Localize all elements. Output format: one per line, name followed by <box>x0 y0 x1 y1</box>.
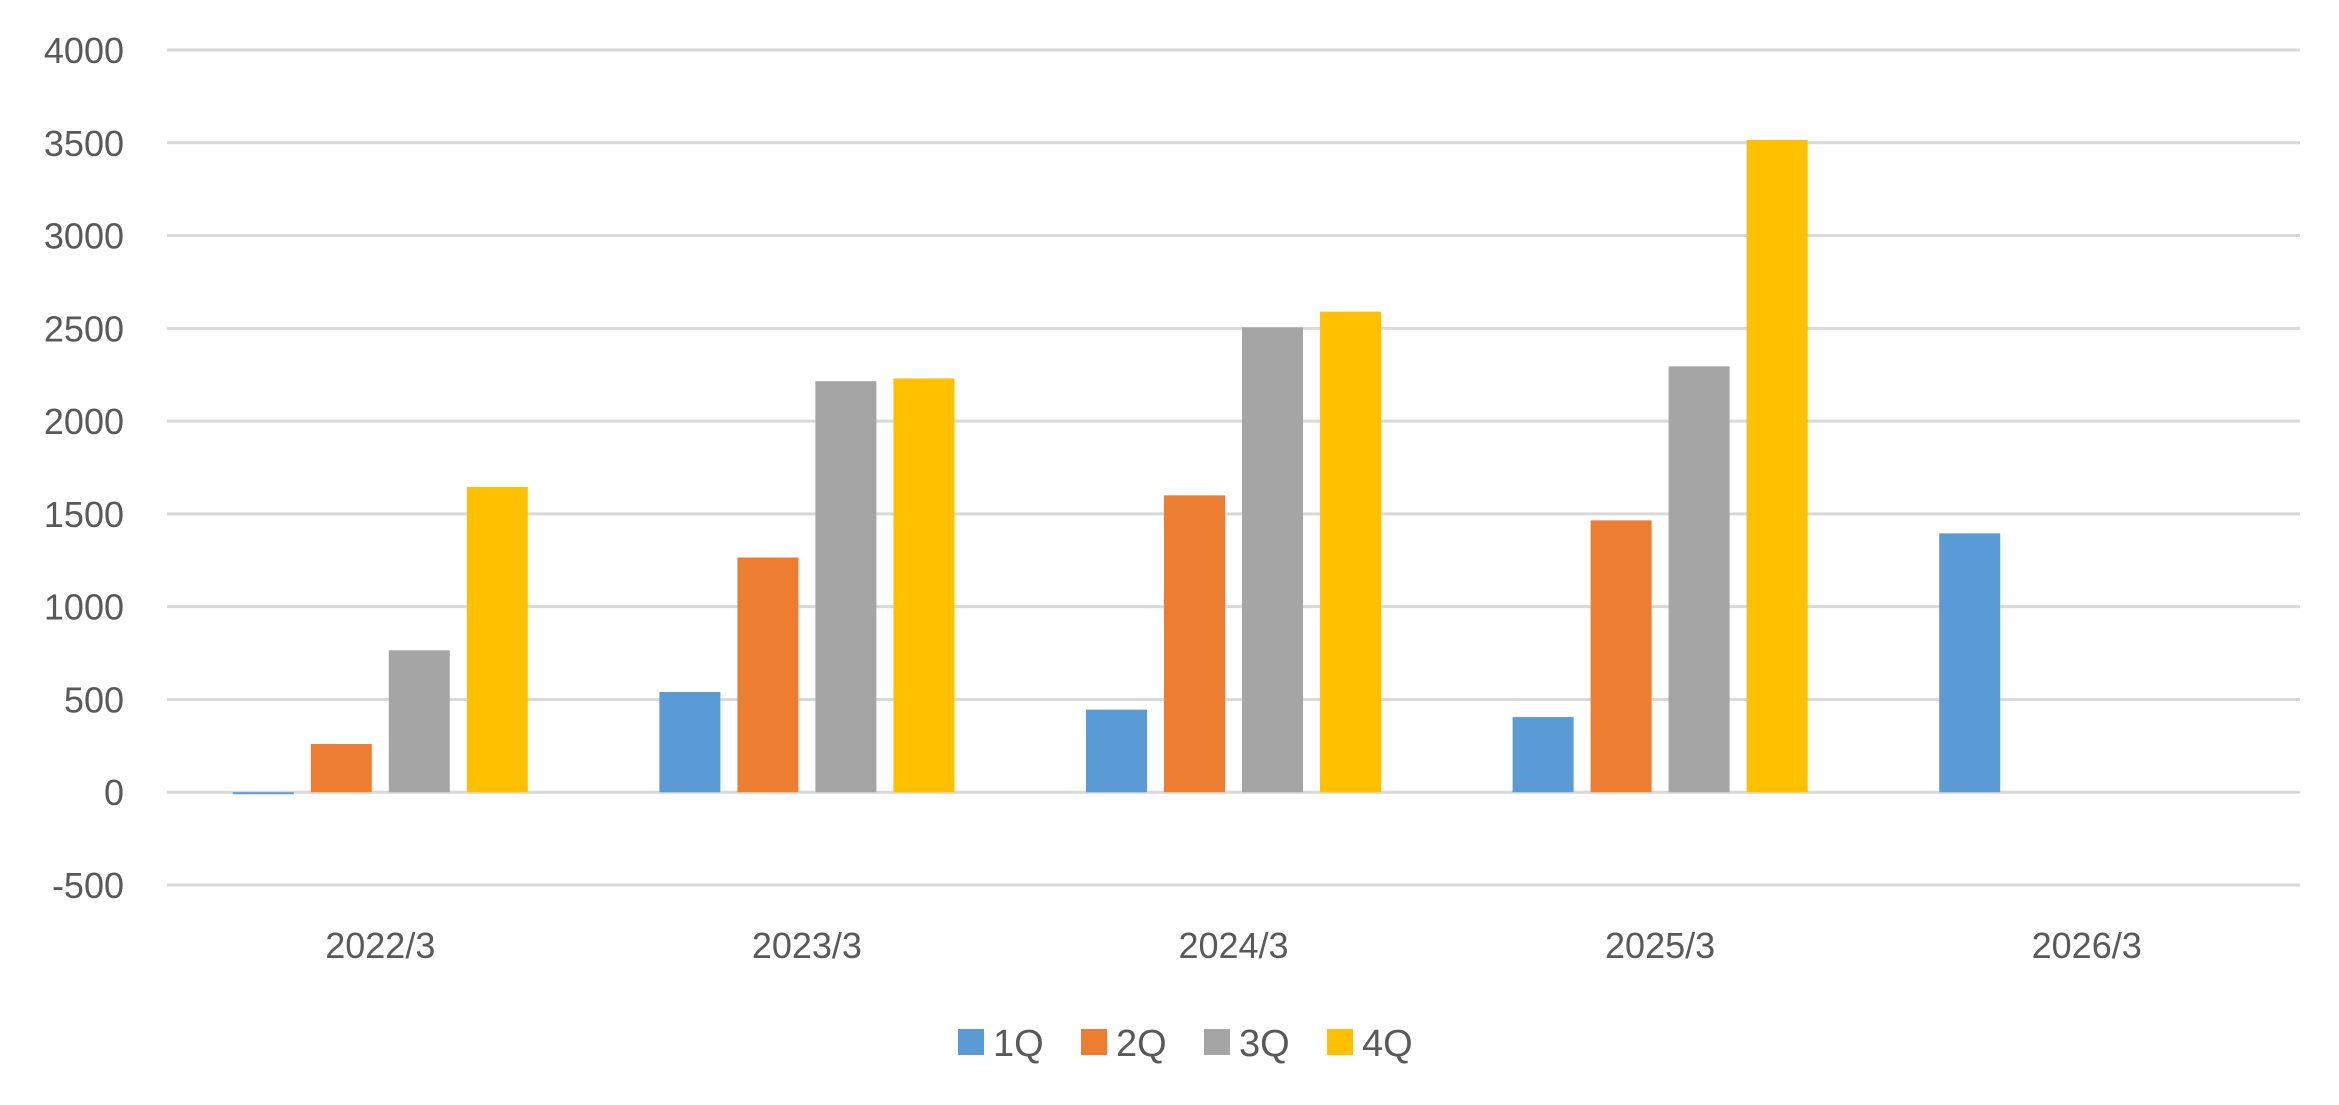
legend-label: 1Q <box>993 1023 1044 1065</box>
x-tick-label: 2024/3 <box>1178 925 1288 966</box>
bar-1q-2026-3 <box>1939 533 2001 793</box>
legend-swatch <box>1081 1029 1107 1055</box>
y-tick-label: 2500 <box>44 308 124 349</box>
bar-1q-2024-3 <box>1086 709 1147 793</box>
bar-3q-2024-3 <box>1242 327 1303 793</box>
bar-1q-2023-3 <box>659 692 721 793</box>
y-tick-label: 500 <box>64 679 124 720</box>
legend-swatch <box>1204 1029 1230 1055</box>
bar-4q-2025-3 <box>1746 139 1808 793</box>
x-tick-label: 2023/3 <box>752 925 862 966</box>
y-tick-label: 4000 <box>44 30 124 71</box>
legend-item-2q: 2Q <box>1081 1023 1167 1065</box>
y-tick-label: 1000 <box>44 587 124 628</box>
legend-swatch <box>958 1029 984 1055</box>
legend-label: 3Q <box>1239 1023 1290 1065</box>
bar-4q-2022-3 <box>466 486 528 793</box>
x-tick-label: 2025/3 <box>1605 925 1715 966</box>
bar-2q-2023-3 <box>737 557 799 793</box>
bar-3q-2025-3 <box>1668 366 1730 793</box>
bar-3q-2022-3 <box>388 650 450 793</box>
bar-3q-2023-3 <box>815 381 877 793</box>
x-tick-label: 2026/3 <box>2032 925 2142 966</box>
bar-1q-2025-3 <box>1512 717 1574 793</box>
bars <box>232 139 2001 795</box>
bar-1q-2022-3 <box>232 792 294 795</box>
y-tick-label: 3500 <box>44 123 124 164</box>
y-tick-label: 0 <box>104 772 124 813</box>
x-axis-tick-labels: 2022/3 2023/3 2024/3 2025/3 2026/3 <box>325 925 2142 966</box>
y-tick-label: 3000 <box>44 216 124 257</box>
legend-item-3q: 3Q <box>1204 1023 1290 1065</box>
bar-2q-2022-3 <box>310 743 372 793</box>
y-tick-label: 2000 <box>44 401 124 442</box>
legend-swatch <box>1327 1029 1353 1055</box>
bar-2q-2025-3 <box>1590 520 1652 793</box>
legend: 1Q 2Q 3Q 4Q <box>958 1023 1413 1065</box>
legend-item-1q: 1Q <box>958 1023 1044 1065</box>
bar-4q-2023-3 <box>893 378 955 793</box>
legend-label: 4Q <box>1362 1023 1413 1065</box>
y-axis-tick-labels: -500 0 500 1000 1500 2000 2500 3000 3500 4000 <box>44 30 124 906</box>
bar-4q-2024-3 <box>1320 311 1381 793</box>
y-tick-label: -500 <box>52 865 124 906</box>
x-tick-label: 2022/3 <box>325 925 435 966</box>
bar-2q-2024-3 <box>1164 495 1225 793</box>
legend-label: 2Q <box>1116 1023 1167 1065</box>
y-tick-label: 1500 <box>44 494 124 535</box>
legend-item-4q: 4Q <box>1327 1023 1413 1065</box>
